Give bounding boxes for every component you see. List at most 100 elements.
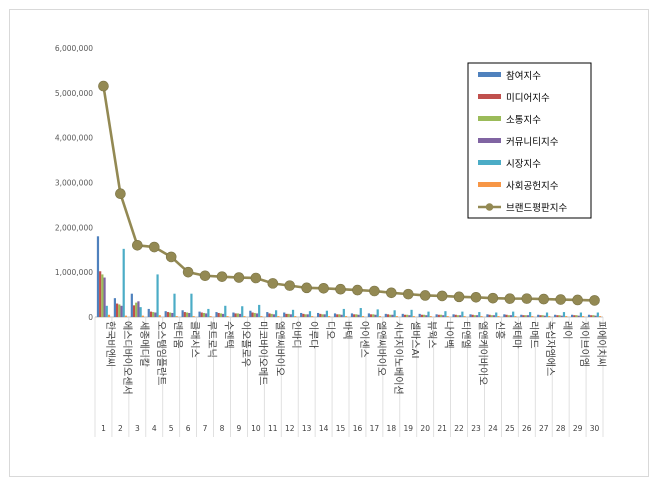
rank-label: 28 [556, 424, 566, 433]
legend-swatch [478, 94, 501, 99]
bar-1 [554, 314, 557, 317]
bar-1 [300, 312, 303, 317]
rank-label: 29 [573, 424, 583, 433]
bar-5 [376, 309, 379, 317]
bar-6 [294, 316, 297, 317]
bar-5 [156, 274, 159, 317]
bar-5 [562, 312, 566, 317]
bar-2 [556, 315, 559, 317]
bar-4 [272, 314, 275, 317]
bar-3 [253, 312, 256, 317]
bar-4 [289, 314, 292, 317]
rank-label: 14 [319, 424, 329, 433]
category-label: 셀바스AI [409, 321, 421, 358]
bar-5 [410, 309, 413, 317]
line-point [572, 294, 583, 306]
category-label: 미코바이오메드 [256, 321, 268, 385]
bar-1 [232, 312, 235, 317]
legend-swatch [478, 72, 501, 77]
category-label: 녹십자엠에스 [544, 321, 556, 376]
line-point [165, 251, 177, 263]
bar-5 [105, 305, 108, 317]
bar-4 [222, 313, 225, 317]
bar-2 [386, 314, 390, 317]
bar-5 [139, 307, 142, 317]
legend-label: 시장지수 [506, 159, 541, 170]
bar-2 [116, 303, 119, 317]
rank-label: 30 [590, 424, 600, 433]
bar-6 [598, 316, 602, 317]
bar-5 [427, 311, 430, 317]
line-point [436, 290, 448, 302]
y-tick-label: 6,000,000 [55, 44, 93, 53]
line-point [199, 270, 211, 282]
bar-1 [587, 314, 591, 317]
category-label: 바텍 [341, 321, 353, 339]
rank-label: 5 [169, 424, 174, 433]
rank-label: 10 [251, 424, 261, 433]
category-label: 리메드 [527, 321, 539, 349]
line-point [148, 241, 160, 253]
category-label: 아이센스 [358, 321, 370, 358]
bar-1 [249, 310, 252, 317]
bar-6 [565, 316, 568, 317]
bar-2 [437, 314, 440, 317]
y-tick-label: 5,000,000 [55, 89, 93, 98]
rank-label: 24 [488, 424, 498, 433]
bar-3 [507, 315, 510, 317]
bar-3 [202, 312, 206, 317]
bar-1 [266, 312, 269, 317]
bar-3 [456, 315, 460, 317]
bar-6 [412, 316, 415, 317]
rank-label: 19 [403, 424, 413, 433]
bar-2 [268, 313, 271, 317]
bar-5 [495, 312, 498, 317]
bar-2 [488, 314, 491, 317]
rank-label: 26 [522, 424, 532, 433]
line-point [250, 272, 262, 284]
legend-label: 소통지수 [506, 115, 541, 126]
bar-5 [207, 308, 210, 317]
bar-5 [478, 312, 481, 317]
bar-3 [541, 315, 544, 317]
bar-5 [596, 312, 599, 317]
bar-3 [592, 315, 595, 317]
bar-4 [323, 314, 326, 317]
line-point [589, 295, 600, 306]
legend-label: 사회공헌지수 [506, 181, 559, 192]
bar-3 [372, 314, 375, 317]
bar-1 [503, 314, 506, 317]
bar-4 [577, 315, 580, 317]
bar-6 [243, 316, 246, 317]
bar-6 [226, 316, 229, 317]
bar-5 [444, 311, 447, 317]
rank-label: 1 [101, 424, 106, 433]
legend-label: 브랜드평판지수 [506, 203, 567, 214]
rank-label: 18 [387, 424, 397, 433]
bar-2 [217, 312, 220, 317]
bar-1 [418, 313, 421, 317]
bar-2 [471, 314, 474, 317]
bar-4 [509, 315, 513, 317]
bar-2 [522, 315, 525, 317]
bar-2 [234, 313, 237, 317]
category-label: 엘앤케이바이오 [477, 321, 490, 385]
bar-6 [446, 316, 449, 317]
bar-5 [241, 306, 244, 317]
category-label: 수젠텍 [223, 321, 235, 349]
rank-label: 3 [135, 424, 140, 433]
line-point [284, 280, 296, 291]
bar-4 [205, 313, 208, 317]
rank-label: 25 [505, 424, 515, 433]
bar-6 [311, 316, 314, 317]
category-label: 이오플로우 [239, 321, 251, 367]
rank-label: 15 [336, 424, 346, 433]
category-label: 오스템임플란트 [155, 321, 168, 385]
bar-1 [350, 313, 354, 317]
line-point [369, 285, 380, 297]
bar-6 [361, 316, 365, 317]
bar-1 [537, 314, 540, 317]
bar-6 [463, 316, 466, 317]
bar-4 [492, 315, 496, 317]
bar-1 [181, 310, 184, 317]
